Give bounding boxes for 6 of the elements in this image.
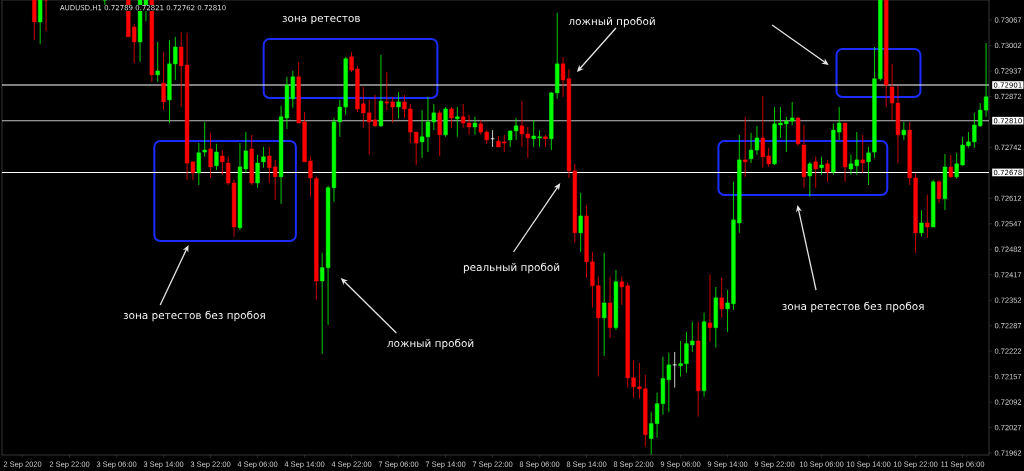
annotation: зона ретестов без пробоя: [123, 310, 265, 322]
annotation: ложный пробой: [568, 16, 655, 28]
annotation: реальный пробой: [463, 262, 560, 274]
annotation: зона ретестов: [282, 15, 360, 25]
annotation: зона ретестов без пробоя: [782, 301, 924, 313]
annotation: ложный пробой: [387, 338, 474, 350]
